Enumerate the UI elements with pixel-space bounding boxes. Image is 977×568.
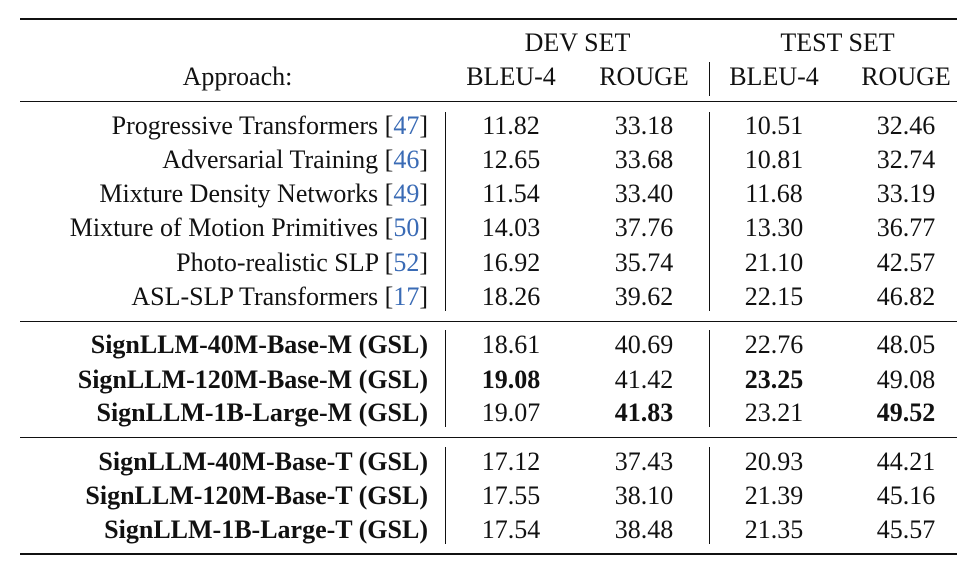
- approach-name: Photo-realistic SLP: [176, 248, 379, 277]
- cell-dev-bleu: 19.07: [481, 398, 541, 427]
- cell-test-bleu: 21.35: [744, 515, 804, 544]
- group-header-test: TEST SET: [780, 28, 895, 57]
- cell-dev-rouge: 41.83: [614, 398, 674, 427]
- approach-name: ASL-SLP Transformers: [131, 282, 379, 311]
- header-divider: [709, 62, 710, 96]
- cell-dev-rouge: 33.68: [614, 145, 674, 174]
- approach-name: Progressive Transformers: [111, 111, 379, 140]
- citation-link[interactable]: 47: [393, 111, 420, 140]
- cell-test-bleu: 10.51: [744, 111, 804, 140]
- cell-dev-bleu: 18.26: [481, 282, 541, 311]
- cell-test-rouge: 32.74: [876, 145, 936, 174]
- approach-name: SignLLM-120M-Base-T (GSL): [85, 481, 428, 510]
- top-rule: [20, 18, 957, 20]
- column-header-dev-rouge: ROUGE: [599, 62, 689, 91]
- cell-dev-rouge: 40.69: [614, 330, 674, 359]
- approach-name: Adversarial Training: [162, 145, 379, 174]
- row-approach: SignLLM-120M-Base-M (GSL): [18, 365, 428, 395]
- row-approach: SignLLM-120M-Base-T (GSL): [18, 481, 428, 511]
- cell-test-rouge: 36.77: [876, 213, 936, 242]
- row-approach: Adversarial Training [46]: [162, 145, 428, 174]
- section-3-divider-mid: [709, 447, 710, 544]
- cell-test-bleu: 21.39: [744, 481, 804, 510]
- approach-name: SignLLM-40M-Base-T (GSL): [98, 447, 428, 476]
- cell-dev-rouge: 39.62: [614, 282, 674, 311]
- cell-test-rouge: 33.19: [876, 179, 936, 208]
- section-1-divider-mid: [709, 112, 710, 311]
- cell-dev-rouge: 41.42: [614, 365, 674, 394]
- cell-dev-bleu: 11.54: [482, 179, 540, 208]
- cell-dev-bleu: 12.65: [481, 145, 541, 174]
- cell-dev-bleu: 17.55: [481, 481, 541, 510]
- cell-test-rouge: 46.82: [876, 282, 936, 311]
- bottom-rule: [20, 553, 957, 555]
- cell-dev-rouge: 38.10: [614, 481, 674, 510]
- row-approach: Photo-realistic SLP [52]: [176, 248, 428, 277]
- section-rule-1: [20, 321, 957, 322]
- citation-link[interactable]: 17: [393, 282, 420, 311]
- header-rule: [20, 101, 957, 102]
- cell-test-bleu: 22.76: [744, 330, 804, 359]
- cell-test-bleu: 23.21: [744, 398, 804, 427]
- citation-link[interactable]: 52: [393, 248, 420, 277]
- cell-dev-bleu: 18.61: [481, 330, 541, 359]
- cell-test-bleu: 21.10: [744, 248, 804, 277]
- cell-test-rouge: 32.46: [876, 111, 936, 140]
- cell-test-rouge: 45.57: [876, 515, 936, 544]
- row-approach: Mixture of Motion Primitives [50]: [69, 213, 428, 242]
- cell-test-rouge: 48.05: [876, 330, 936, 359]
- section-3-divider-left: [445, 447, 446, 544]
- cell-test-rouge: 49.08: [876, 365, 936, 394]
- cell-dev-bleu: 17.54: [481, 515, 541, 544]
- row-approach: SignLLM-40M-Base-M (GSL): [18, 330, 428, 360]
- citation-link[interactable]: 50: [393, 213, 420, 242]
- row-approach: ASL-SLP Transformers [17]: [131, 282, 428, 311]
- cell-test-rouge: 44.21: [876, 447, 936, 476]
- cell-dev-rouge: 35.74: [614, 248, 674, 277]
- row-approach: Mixture Density Networks [49]: [99, 179, 428, 208]
- cell-test-rouge: 49.52: [876, 398, 936, 427]
- cell-test-bleu: 23.25: [744, 365, 804, 394]
- group-header-dev: DEV SET: [524, 28, 631, 57]
- citation-link[interactable]: 49: [393, 179, 420, 208]
- cell-test-bleu: 20.93: [744, 447, 804, 476]
- cell-dev-rouge: 33.18: [614, 111, 674, 140]
- cell-test-rouge: 42.57: [876, 248, 936, 277]
- section-2-divider-left: [445, 330, 446, 427]
- section-1-divider-left: [445, 112, 446, 311]
- cell-dev-bleu: 19.08: [481, 365, 541, 394]
- cell-dev-bleu: 11.82: [482, 111, 540, 140]
- cell-dev-rouge: 37.43: [614, 447, 674, 476]
- column-header-test-rouge: ROUGE: [861, 62, 951, 91]
- section-rule-2: [20, 437, 957, 438]
- row-approach: Progressive Transformers [47]: [111, 111, 428, 140]
- row-approach: SignLLM-1B-Large-T (GSL): [18, 515, 428, 545]
- approach-name: SignLLM-1B-Large-M (GSL): [96, 398, 429, 427]
- cell-dev-rouge: 33.40: [614, 179, 674, 208]
- approach-name: SignLLM-1B-Large-T (GSL): [104, 515, 428, 544]
- cell-test-bleu: 11.68: [745, 179, 803, 208]
- cell-dev-bleu: 17.12: [481, 447, 541, 476]
- column-header-dev-bleu: BLEU-4: [466, 62, 556, 91]
- cell-test-rouge: 45.16: [876, 481, 936, 510]
- column-header-test-bleu: BLEU-4: [729, 62, 819, 91]
- cell-test-bleu: 22.15: [744, 282, 804, 311]
- cell-dev-rouge: 37.76: [614, 213, 674, 242]
- row-approach: SignLLM-1B-Large-M (GSL): [18, 398, 429, 428]
- cell-test-bleu: 10.81: [744, 145, 804, 174]
- approach-name: Mixture Density Networks: [99, 179, 379, 208]
- cell-test-bleu: 13.30: [744, 213, 804, 242]
- cell-dev-bleu: 14.03: [481, 213, 541, 242]
- approach-name: SignLLM-120M-Base-M (GSL): [77, 365, 428, 394]
- approach-name: SignLLM-40M-Base-M (GSL): [90, 330, 428, 359]
- approach-name: Mixture of Motion Primitives: [69, 213, 379, 242]
- citation-link[interactable]: 46: [393, 145, 420, 174]
- section-2-divider-mid: [709, 330, 710, 427]
- column-header-approach: Approach:: [182, 62, 293, 91]
- cell-dev-bleu: 16.92: [481, 248, 541, 277]
- cell-dev-rouge: 38.48: [614, 515, 674, 544]
- row-approach: SignLLM-40M-Base-T (GSL): [18, 447, 428, 477]
